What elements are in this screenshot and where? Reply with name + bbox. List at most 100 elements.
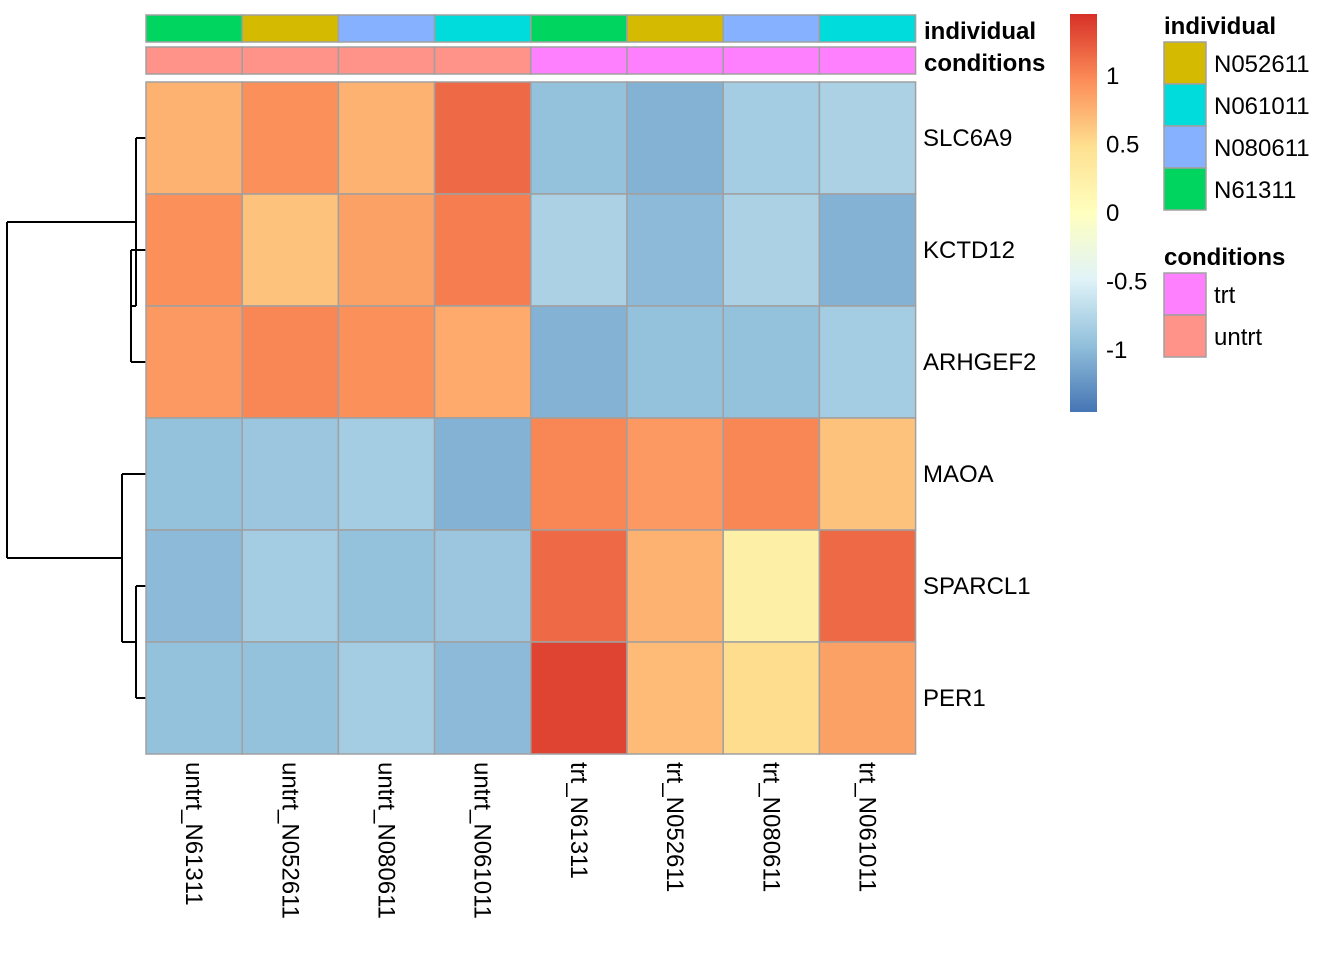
heatmap-cell: [433, 193, 532, 307]
annotation-name-individual: individual: [924, 18, 1036, 45]
legend-swatch: [1163, 125, 1207, 169]
heatmap-cell: [145, 305, 243, 419]
heatmap-cell: [433, 529, 532, 643]
annotation-cell-individual: [241, 14, 340, 43]
annotation-cell-individual: [337, 14, 436, 43]
color-scale-bar: [1070, 14, 1097, 412]
row-label: SLC6A9: [923, 125, 1012, 152]
heatmap-cell: [145, 81, 243, 195]
color-scale-tick-label: -0.5: [1106, 269, 1147, 296]
heatmap-cell: [337, 193, 436, 307]
heatmap-cell: [530, 529, 628, 643]
annotation-cell-conditions: [626, 46, 724, 75]
legend-item-label: N080611: [1214, 135, 1310, 162]
heatmap-cell: [626, 305, 724, 419]
column-label: trt_N061011: [854, 762, 881, 892]
legend-swatch: [1163, 167, 1207, 211]
legend-title-individual: individual: [1164, 13, 1276, 40]
annotation-cell-conditions: [241, 46, 340, 75]
column-label: untrt_N052611: [276, 762, 303, 919]
column-label: untrt_N61311: [180, 762, 207, 906]
row-label: SPARCL1: [923, 573, 1031, 600]
heatmap-cell: [722, 193, 821, 307]
heatmap-cell: [433, 81, 532, 195]
row-labels: SLC6A9 KCTD12 ARHGEF2 MAOA SPARCL1 PER1: [923, 125, 1036, 712]
color-scale-tick-label: 0.5: [1106, 131, 1139, 158]
heatmap-cell: [337, 81, 436, 195]
heatmap-cell: [722, 81, 821, 195]
heatmap-cell: [337, 529, 436, 643]
legend-item-label: trt: [1214, 282, 1236, 309]
annotation-cell-individual: [818, 14, 917, 43]
heatmap-cell: [241, 529, 340, 643]
heatmap-cell: [818, 81, 917, 195]
heatmap-cell: [145, 641, 243, 755]
annotation-name-conditions: conditions: [924, 50, 1045, 77]
legend-swatch: [1163, 272, 1207, 316]
row-label: ARHGEF2: [923, 349, 1036, 376]
heatmap-cells: [145, 81, 917, 755]
heatmap-cell: [433, 305, 532, 419]
heatmap-cell: [626, 529, 724, 643]
annotation-cell-individual: [626, 14, 724, 43]
heatmap-cell: [145, 529, 243, 643]
heatmap-cell: [337, 305, 436, 419]
legend-item-label: N052611: [1214, 51, 1310, 78]
column-label: untrt_N080611: [373, 762, 400, 919]
heatmap-cell: [337, 641, 436, 755]
heatmap-cell: [241, 305, 340, 419]
annotation-cell-individual: [530, 14, 628, 43]
legend-item-label: untrt: [1214, 324, 1262, 351]
heatmap-cell: [722, 417, 821, 531]
annotation-cell-individual: [433, 14, 532, 43]
heatmap-cell: [530, 305, 628, 419]
column-annotation-bars: [145, 14, 917, 75]
legend-swatch: [1163, 83, 1207, 127]
heatmap-cell: [530, 641, 628, 755]
heatmap-cell: [818, 417, 917, 531]
heatmap-cell: [626, 193, 724, 307]
row-label: KCTD12: [923, 237, 1015, 264]
column-label: trt_N61311: [565, 762, 592, 879]
legend-swatch: [1163, 41, 1207, 85]
heatmap-cell: [626, 641, 724, 755]
row-label: PER1: [923, 685, 986, 712]
heatmap-cell: [433, 641, 532, 755]
annotation-cell-conditions: [433, 46, 532, 75]
legend-swatch: [1163, 314, 1207, 358]
color-scale-tick-label: -1: [1106, 337, 1127, 364]
color-scale-tick-label: 1: [1106, 63, 1119, 90]
annotation-cell-conditions: [530, 46, 628, 75]
heatmap-cell: [722, 529, 821, 643]
heatmap-cell: [722, 305, 821, 419]
heatmap-cell: [530, 193, 628, 307]
heatmap-cell: [241, 81, 340, 195]
legend-item-label: N061011: [1214, 93, 1310, 120]
column-label: trt_N052611: [661, 762, 688, 892]
color-scale-tick-label: 0: [1106, 200, 1119, 227]
row-label: MAOA: [923, 461, 994, 488]
legend-item-label: N61311: [1214, 177, 1296, 204]
heatmap-cell: [433, 417, 532, 531]
annotation-cell-conditions: [818, 46, 917, 75]
heatmap-cell: [530, 81, 628, 195]
legend-title-conditions: conditions: [1164, 244, 1285, 271]
heatmap-cell: [818, 641, 917, 755]
heatmap-cell: [241, 417, 340, 531]
heatmap-cell: [530, 417, 628, 531]
annotation-names: individual conditions: [924, 18, 1045, 77]
annotation-legends: individual N052611 N061011 N080611 N61311 con…: [1163, 13, 1310, 358]
annotation-cell-conditions: [145, 46, 243, 75]
column-labels: untrt_N61311 untrt_N052611 untrt_N080611 un…: [180, 762, 880, 919]
heatmap-cell: [818, 529, 917, 643]
row-dendrogram: [6, 137, 146, 699]
heatmap-cell: [626, 417, 724, 531]
annotation-cell-conditions: [337, 46, 436, 75]
heatmap-cell: [722, 641, 821, 755]
annotation-cell-individual: [722, 14, 821, 43]
heatmap-cell: [337, 417, 436, 531]
heatmap-cell: [241, 641, 340, 755]
column-label: trt_N080611: [757, 762, 784, 892]
heatmap-cell: [145, 417, 243, 531]
